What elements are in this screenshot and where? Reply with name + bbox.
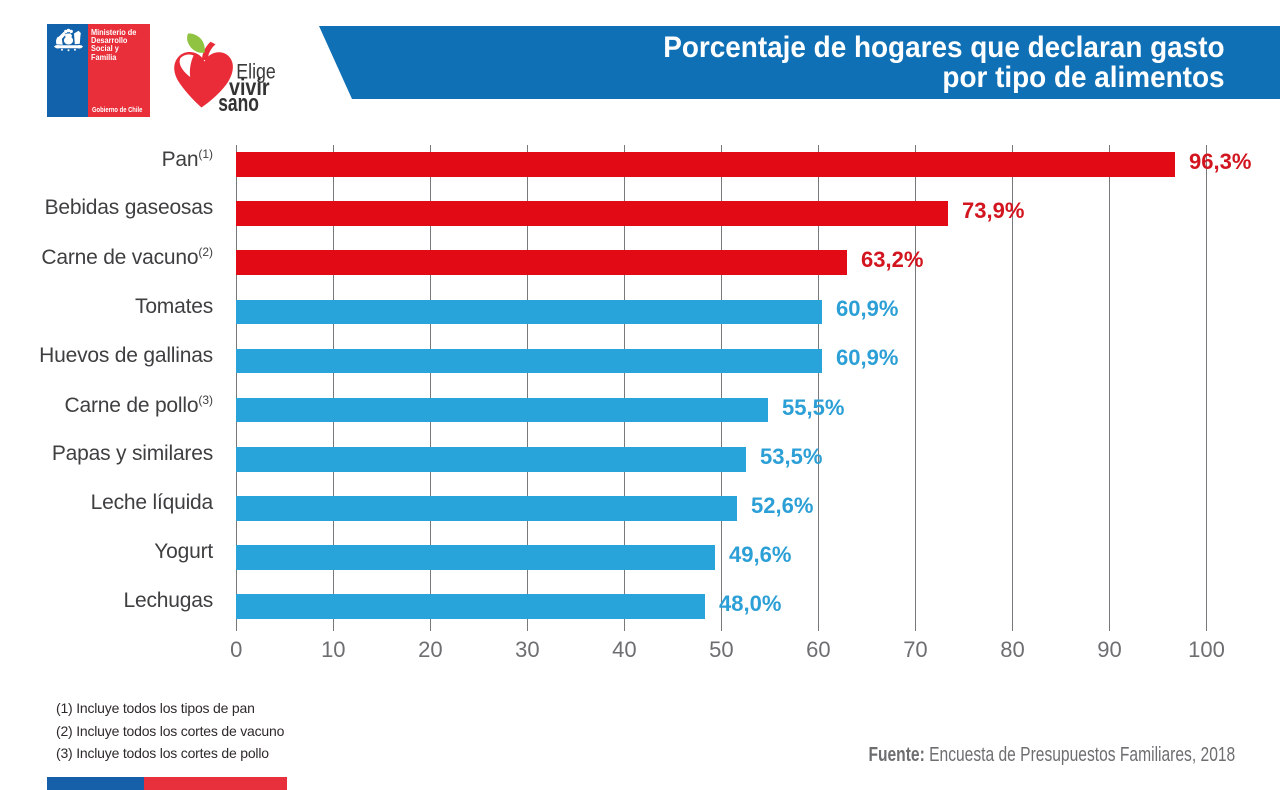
svg-text:vivir: vivir bbox=[229, 74, 270, 100]
svg-text:sano: sano bbox=[218, 90, 259, 117]
svg-text:Elige: Elige bbox=[236, 60, 275, 83]
